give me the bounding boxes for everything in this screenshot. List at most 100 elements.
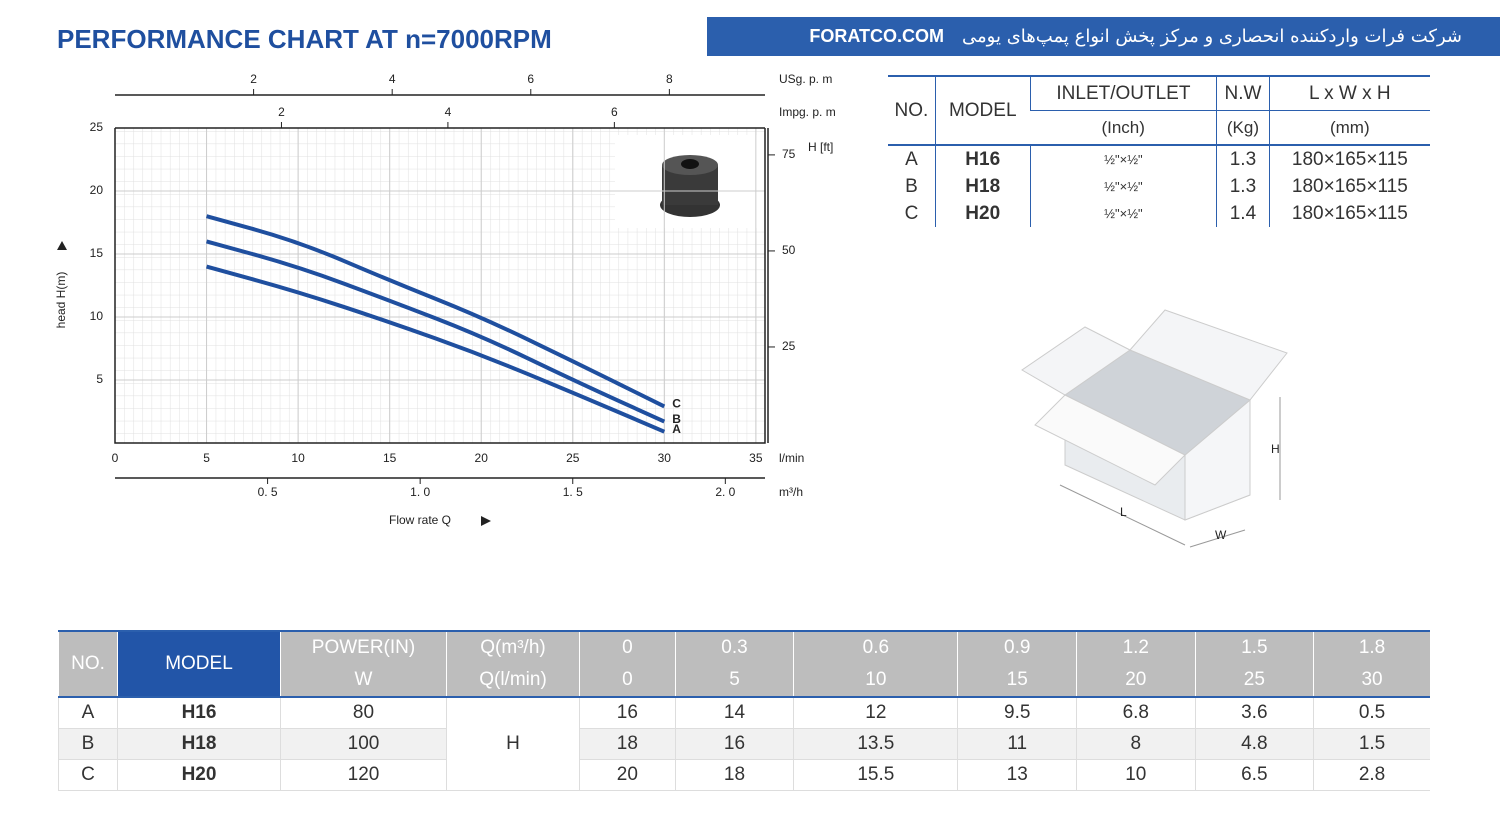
x-tick-label: 30	[658, 451, 672, 465]
secondary-tick-label: 0. 5	[258, 485, 278, 499]
cell: H16	[934, 145, 1031, 173]
cell: 2.8	[1313, 759, 1430, 791]
y2-tick-label: 50	[782, 243, 796, 257]
header-cell: 5	[674, 664, 794, 698]
header-cell: (Inch)	[1030, 110, 1217, 146]
cell: 13	[957, 759, 1077, 791]
y-tick-label: 10	[90, 309, 104, 323]
x-tick-label: 25	[566, 451, 580, 465]
cell: ½"×½"	[1029, 173, 1217, 200]
cell: 3.6	[1194, 697, 1314, 729]
cell: 120	[280, 759, 447, 791]
cell: B	[905, 175, 918, 197]
curve	[206, 264, 666, 434]
cell: H	[446, 697, 580, 791]
cell: 10	[1076, 759, 1196, 791]
cell: ½"×½"	[1029, 200, 1217, 227]
row: C H20 120 20 18 15.5 13 10 6.5 2.8	[58, 759, 1430, 791]
arrow	[57, 241, 67, 250]
y2-tick-label: 25	[782, 339, 796, 353]
y-tick-label: 15	[90, 246, 104, 260]
secondary-axis-label: USg. p. m	[779, 72, 832, 86]
secondary-tick-label: 1. 5	[563, 485, 583, 499]
secondary-tick-label: 8	[666, 72, 673, 86]
cell: 16	[579, 697, 676, 729]
y2-tick-label: 75	[782, 147, 796, 161]
header-cell: MODEL	[117, 631, 281, 698]
cell: 1.4	[1216, 200, 1270, 227]
row: B H18 100 18 16 13.5 11 8 4.8 1.5	[58, 728, 1430, 760]
curve-label: B	[672, 412, 681, 426]
cell: 12	[793, 697, 958, 729]
header-cell: 0.6	[793, 631, 958, 664]
cell: 16	[674, 728, 794, 760]
row: B H18 ½"×½" 1.3 180×165×115	[888, 173, 1430, 200]
header-cell: 0	[579, 631, 676, 664]
cell: H20	[934, 200, 1031, 227]
x-tick-label: 15	[383, 451, 397, 465]
box-illustration: L W H	[1021, 309, 1288, 548]
header-cell: NO.	[888, 76, 936, 146]
header-cell: 15	[957, 664, 1077, 698]
curve-label: A	[672, 422, 681, 436]
cell: 14	[674, 697, 794, 729]
cell: 4.8	[1194, 728, 1314, 760]
cell: C	[58, 759, 118, 791]
cell: H20	[117, 759, 281, 791]
cell: 0.5	[1313, 697, 1430, 729]
header-cell: 25	[1194, 664, 1314, 698]
secondary-tick-label: 1. 0	[410, 485, 430, 499]
secondary-tick-label: 4	[445, 105, 452, 119]
title: PERFORMANCE CHART AT n=7000RPM	[57, 24, 552, 54]
header-row: W Q(l/min) 0 5 10 15 20 25 30	[59, 664, 1430, 698]
axis	[114, 128, 766, 444]
header-cell: 30	[1313, 664, 1430, 698]
header-row: NO. MODEL POWER(IN) Q(m³/h) 0 0.3 0.6 0.9 1.2 1.5…	[58, 631, 1430, 698]
header-cell: (Kg)	[1216, 110, 1270, 146]
y-tick-label: 5	[96, 372, 103, 386]
header-cell: 10	[793, 664, 958, 698]
header-bar: FORATCO.COM شرکت فرات واردکننده انحصاری و…	[707, 17, 1500, 56]
secondary-axis-label: Impg. p. m	[779, 105, 836, 119]
header-cell: Q(l/min)	[446, 664, 580, 698]
secondary-tick-label: 6	[611, 105, 618, 119]
spec-table: NO. MODEL INLET/OUTLET N.W L x W x H (Inch) (K…	[888, 75, 1430, 227]
cell: 6.8	[1076, 697, 1196, 729]
cell: 6.5	[1194, 759, 1314, 791]
cell: 9.5	[957, 697, 1077, 729]
cell: 180×165×115	[1268, 145, 1430, 173]
cell: H16	[117, 697, 281, 729]
x-axis-label: Flow rate Q	[389, 513, 451, 527]
secondary-tick-label: 2	[278, 105, 285, 119]
cell: A	[905, 148, 918, 170]
cell: A	[58, 697, 118, 729]
header-cell: 1.8	[1313, 631, 1430, 664]
header-cell: 1.5	[1194, 631, 1314, 664]
cell: B	[58, 728, 118, 760]
curve	[206, 239, 666, 424]
row: A H16 ½"×½" 1.3 180×165×115	[888, 145, 1430, 173]
cell: 180×165×115	[1268, 200, 1430, 227]
header-cell: (mm)	[1268, 110, 1430, 146]
x-unit: l/min	[779, 451, 804, 465]
pump-photo	[660, 155, 720, 217]
header-row: NO. MODEL INLET/OUTLET N.W L x W x H	[888, 76, 1430, 146]
performance-table: NO. MODEL POWER(IN) Q(m³/h) 0 0.3 0.6 0.9 1.2 1.5…	[58, 630, 1430, 791]
y-tick-label: 20	[90, 183, 104, 197]
x-tick-label: 5	[203, 451, 210, 465]
cell: ½"×½"	[1029, 145, 1217, 173]
cell: 13.5	[793, 728, 958, 760]
cell: 8	[1076, 728, 1196, 760]
x-tick-label: 35	[749, 451, 763, 465]
cell: 18	[579, 728, 676, 760]
x-tick-label: 20	[475, 451, 489, 465]
brand: FORATCO.COM	[809, 26, 945, 46]
arrow	[481, 516, 491, 526]
header-cell: 0.3	[674, 631, 794, 664]
header-cell: MODEL	[934, 76, 1031, 146]
secondary-axis-label: m³/h	[779, 485, 803, 499]
header-cell: 0	[579, 664, 676, 698]
header-row: (Inch) (Kg) (mm)	[888, 110, 1430, 146]
cell: 100	[280, 728, 447, 760]
